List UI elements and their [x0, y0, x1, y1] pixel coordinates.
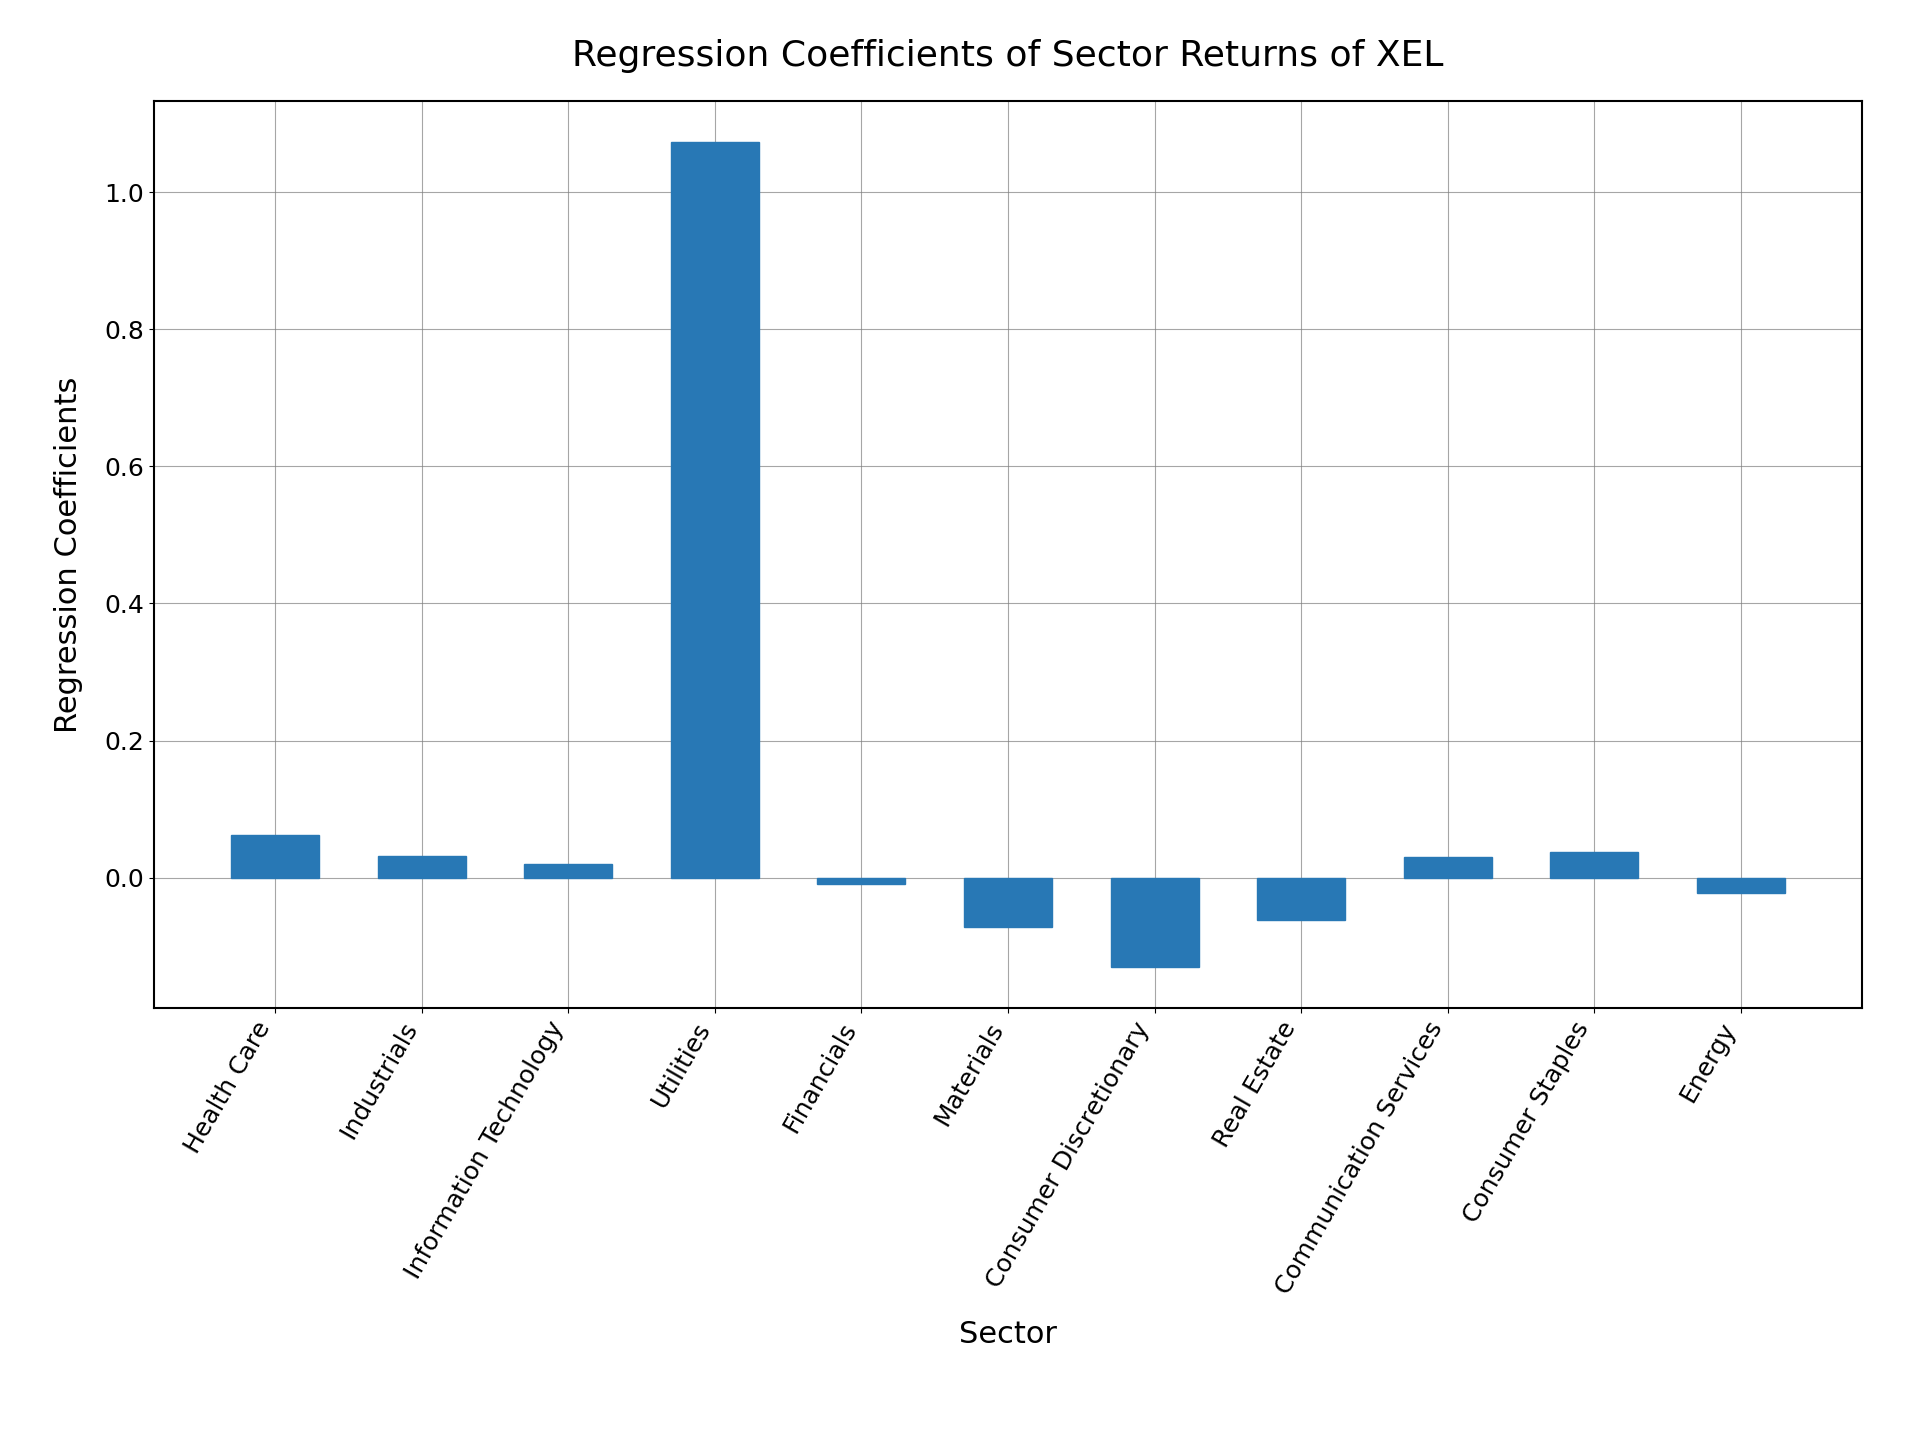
- X-axis label: Sector: Sector: [958, 1319, 1058, 1349]
- Bar: [1110, 877, 1198, 966]
- Y-axis label: Regression Coefficients: Regression Coefficients: [54, 376, 83, 733]
- Bar: [230, 835, 319, 877]
- Bar: [670, 143, 758, 877]
- Bar: [378, 855, 467, 877]
- Bar: [1404, 857, 1492, 877]
- Bar: [964, 877, 1052, 927]
- Bar: [1697, 877, 1786, 893]
- Title: Regression Coefficients of Sector Returns of XEL: Regression Coefficients of Sector Return…: [572, 39, 1444, 73]
- Bar: [818, 877, 906, 884]
- Bar: [1549, 851, 1638, 877]
- Bar: [524, 864, 612, 877]
- Bar: [1258, 877, 1346, 920]
